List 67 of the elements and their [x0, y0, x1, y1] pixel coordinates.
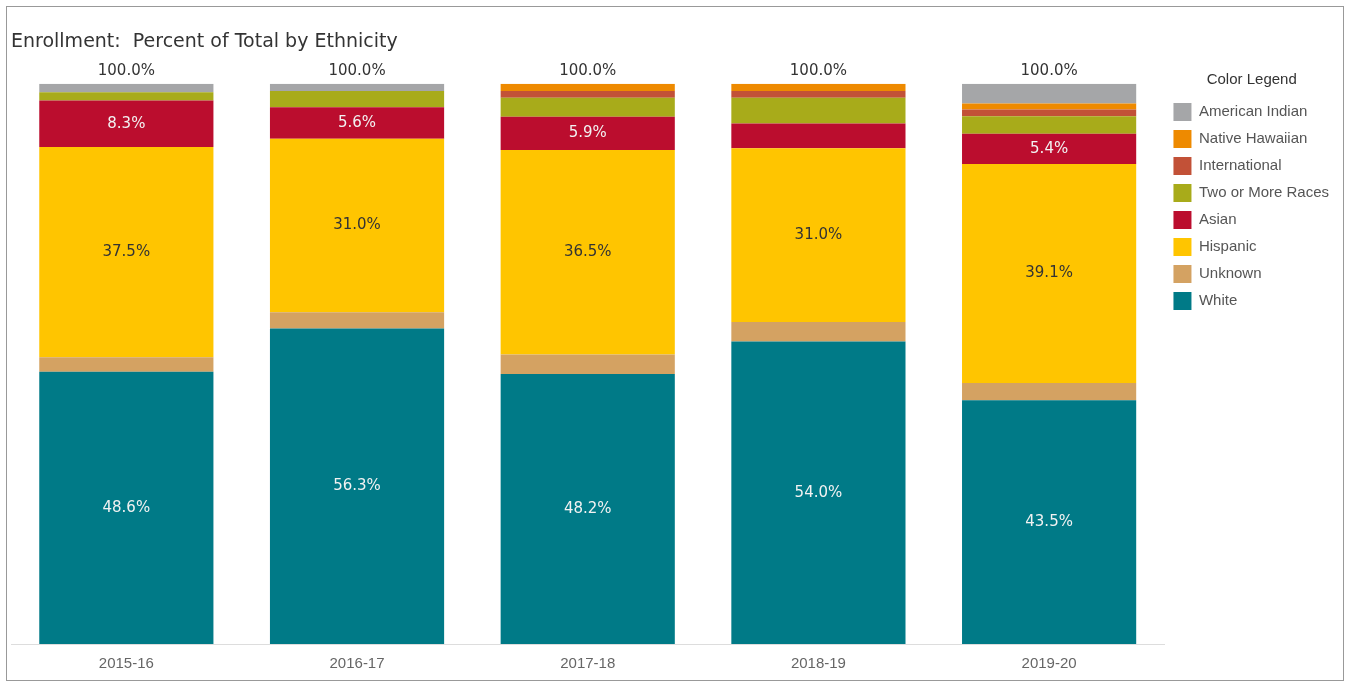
- bar: [269, 107, 445, 139]
- bar: [269, 312, 445, 329]
- bar: [39, 92, 214, 101]
- bar: [500, 149, 675, 355]
- bar: [500, 97, 675, 117]
- chart-title: Enrollment: Percent of Total by Ethnicity: [11, 29, 398, 52]
- legend-label: American Indian: [1198, 102, 1308, 120]
- bar: [500, 354, 675, 374]
- data-label: 43.5%: [1025, 512, 1073, 531]
- bar: [731, 83, 906, 92]
- bar: [731, 123, 906, 149]
- bar: [269, 328, 445, 644]
- bar: [39, 100, 214, 148]
- data-label: 56.3%: [333, 476, 381, 495]
- data-label: 36.5%: [563, 242, 612, 261]
- x-tick-label: 2018-19: [790, 654, 846, 672]
- bar: [962, 103, 1137, 110]
- data-label: 5.9%: [568, 123, 607, 142]
- data-label: 8.3%: [107, 113, 146, 132]
- data-label: 5.4%: [1030, 138, 1069, 157]
- bar: [39, 83, 214, 93]
- bar: [500, 373, 675, 644]
- bar: [731, 97, 906, 124]
- x-tick-label: 2019-20: [1021, 654, 1077, 672]
- total-label: 100.0%: [97, 61, 155, 80]
- total-label: 100.0%: [1020, 61, 1078, 80]
- legend-label: Native Hawaiian: [1198, 129, 1308, 147]
- total-label: 100.0%: [789, 61, 848, 80]
- bar: [269, 83, 445, 92]
- legend-label: International: [1198, 156, 1282, 174]
- data-label: 31.0%: [333, 215, 381, 234]
- bar: [500, 91, 675, 98]
- bar: [269, 91, 445, 108]
- legend-label: Asian: [1198, 210, 1237, 228]
- legend-label: Two or More Races: [1198, 183, 1330, 201]
- legend-label: White: [1198, 291, 1238, 309]
- bar: [962, 133, 1137, 164]
- data-label: 31.0%: [794, 224, 843, 243]
- bar: [962, 382, 1137, 401]
- data-label: 5.6%: [337, 112, 377, 131]
- bar: [962, 116, 1137, 134]
- total-label: 100.0%: [328, 61, 386, 80]
- bar: [962, 400, 1137, 644]
- x-tick-label: 2016-17: [329, 654, 385, 672]
- data-label: 37.5%: [102, 242, 151, 261]
- bar: [731, 341, 906, 644]
- bar: [500, 83, 675, 92]
- data-label: 48.2%: [563, 498, 612, 517]
- bar: [500, 116, 675, 150]
- total-label: 100.0%: [559, 61, 617, 80]
- x-tick-label: 2017-18: [560, 654, 616, 672]
- bar: [39, 147, 214, 358]
- bar: [269, 138, 445, 313]
- x-tick-label: 2015-16: [98, 654, 154, 672]
- bar: [731, 91, 906, 98]
- bar: [962, 83, 1137, 104]
- data-label: 54.0%: [794, 482, 843, 501]
- legend-label: Unknown: [1198, 264, 1262, 282]
- legend-title: Color Legend: [1206, 69, 1297, 87]
- legend-label: Hispanic: [1198, 237, 1257, 255]
- data-label: 48.6%: [102, 497, 151, 516]
- bar: [962, 163, 1137, 383]
- bar: [731, 148, 906, 322]
- bar: [731, 321, 906, 342]
- bar: [39, 371, 214, 644]
- bar: [39, 357, 214, 372]
- data-label: 39.1%: [1025, 263, 1073, 282]
